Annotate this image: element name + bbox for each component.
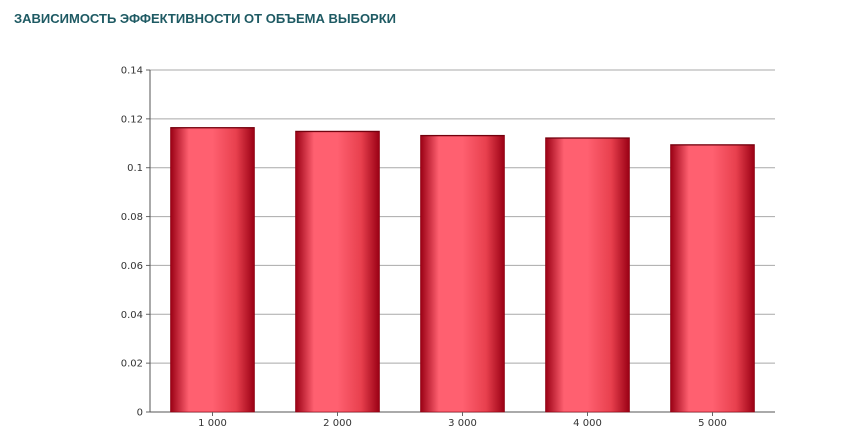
x-tick-label: 4 000 <box>573 418 602 426</box>
y-tick-label: 0.04 <box>121 310 143 321</box>
y-tick-label: 0.14 <box>121 66 143 77</box>
bars <box>170 127 755 413</box>
bar-1000 <box>170 127 255 413</box>
x-tick-labels: 1 000 2 000 3 000 4 000 5 000 <box>198 412 727 426</box>
x-tick-label: 1 000 <box>198 418 227 426</box>
y-tick-labels: 0 0.02 0.04 0.06 0.08 0.1 0.12 0.14 <box>121 66 143 419</box>
x-tick-label: 3 000 <box>448 418 477 426</box>
chart-title: ЗАВИСИМОСТЬ ЭФФЕКТИВНОСТИ ОТ ОБЪЕМА ВЫБО… <box>14 11 397 26</box>
y-tick-label: 0.12 <box>121 114 143 125</box>
y-tick-label: 0 <box>137 408 143 419</box>
y-tick-label: 0.06 <box>121 261 143 272</box>
bar-3000 <box>420 134 505 413</box>
x-tick-label: 2 000 <box>323 418 352 426</box>
y-tick-label: 0.02 <box>121 359 143 370</box>
bar-2000 <box>295 130 380 413</box>
bar-4000 <box>545 137 630 413</box>
y-tick-label: 0.1 <box>127 163 143 174</box>
y-tick-label: 0.08 <box>121 212 143 223</box>
x-tick-label: 5 000 <box>698 418 727 426</box>
bar-5000 <box>670 144 755 413</box>
